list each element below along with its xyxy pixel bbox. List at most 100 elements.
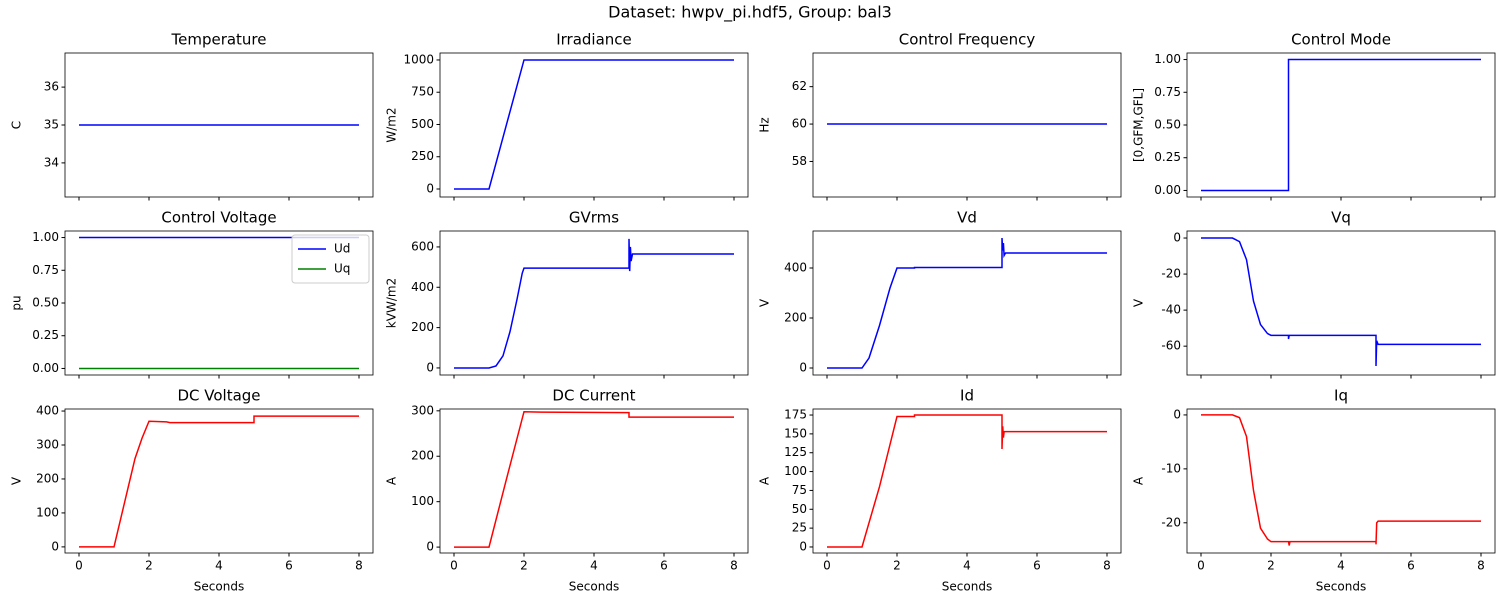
axes-title: Iq [1334,387,1348,405]
axes-frame [812,52,1122,198]
y-axis-label: Hz [758,117,772,132]
y-tick-label: 35 [44,118,59,132]
y-tick-label: 0 [1173,231,1181,245]
y-tick-label: 100 [411,494,434,508]
x-tick-label: 2 [893,559,901,573]
legend-box [291,234,370,284]
axes-title: Temperature [170,31,266,49]
y-tick-label: 750 [411,85,434,99]
y-tick-label: 1000 [403,52,434,66]
y-tick-label: 0.25 [1154,150,1181,164]
y-tick-label: 0 [426,540,434,554]
y-tick-label: 0 [426,360,434,374]
axes-frame [1186,52,1496,198]
y-tick-label: -10 [1161,461,1181,475]
y-tick-label: 250 [411,149,434,163]
x-tick-label: 0 [823,559,831,573]
axes-frame [812,408,1122,554]
x-tick-label: 8 [1477,559,1485,573]
axes-frame [1186,230,1496,376]
y-tick-label: 300 [36,438,59,452]
y-tick-label: 200 [36,471,59,485]
data-line [454,238,734,369]
y-tick-label: 0 [799,539,807,553]
axes-title: Control Voltage [161,209,276,227]
y-tick-label: 500 [411,117,434,131]
y-tick-label: 300 [411,403,434,417]
axes-frame [64,408,374,554]
x-tick-label: 6 [1033,559,1041,573]
axes-title: Vq [1331,209,1351,227]
y-tick-label: 34 [44,155,59,169]
x-axis-label: Seconds [1316,580,1366,594]
x-axis-label: Seconds [569,580,619,594]
y-tick-label: 0.00 [1154,183,1181,197]
y-axis-label: W/m2 [385,107,399,142]
y-axis-label: V [10,476,24,485]
axes-title: Vd [957,209,977,227]
data-line [1201,58,1481,192]
y-tick-label: 175 [784,408,807,422]
x-tick-label: 0 [1197,559,1205,573]
y-axis-label: [0,GFM,GFL] [1132,88,1146,162]
y-tick-label: 1.00 [1154,52,1181,66]
x-tick-label: 8 [1103,559,1111,573]
data-line [454,59,734,190]
y-tick-label: 0.75 [1154,85,1181,99]
data-line [827,237,1107,369]
y-tick-label: 100 [784,464,807,478]
y-tick-label: 0.75 [32,263,59,277]
x-tick-label: 2 [145,559,153,573]
y-tick-label: 60 [792,117,807,131]
data-line [1201,414,1481,546]
y-tick-label: 400 [36,404,59,418]
y-tick-label: 0 [1173,407,1181,421]
data-line [1201,237,1481,367]
y-axis-label: V [758,298,772,307]
legend-label: Uq [334,262,350,276]
y-tick-label: -20 [1161,267,1181,281]
y-tick-label: 0 [51,539,59,553]
axes-frame [439,230,749,376]
x-tick-label: 4 [963,559,971,573]
x-axis-label: Seconds [194,580,244,594]
axes-title: Irradiance [556,31,632,49]
y-tick-label: -60 [1161,339,1181,353]
y-tick-label: 36 [44,80,59,94]
y-axis-label: A [758,476,772,485]
y-tick-label: 25 [792,521,807,535]
y-axis-label: C [10,121,24,129]
x-tick-label: 6 [1407,559,1415,573]
y-axis-label: V [1132,298,1146,307]
data-line [79,415,359,548]
data-line [827,414,1107,548]
axes-frame [1186,408,1496,554]
y-tick-label: 0 [426,182,434,196]
x-tick-label: 8 [355,559,363,573]
y-tick-label: 400 [784,261,807,275]
x-tick-label: 0 [450,559,458,573]
y-tick-label: -20 [1161,515,1181,529]
axes-frame [439,52,749,198]
x-tick-label: 8 [730,559,738,573]
y-tick-label: 150 [784,426,807,440]
x-tick-label: 6 [285,559,293,573]
y-tick-label: 0.50 [32,296,59,310]
x-tick-label: 4 [215,559,223,573]
axes-title: DC Voltage [177,387,260,405]
axes-title: Control Frequency [899,31,1036,49]
y-tick-label: 200 [411,449,434,463]
y-tick-label: 0 [799,361,807,375]
y-tick-label: 200 [411,320,434,334]
y-tick-label: 100 [36,505,59,519]
x-axis-label: Seconds [942,580,992,594]
axes-title: DC Current [552,387,635,405]
axes-frame [64,52,374,198]
x-tick-label: 4 [1337,559,1345,573]
y-tick-label: 0.50 [1154,118,1181,132]
legend-label: Ud [334,242,350,256]
axes-title: Id [960,387,974,405]
figure-title: Dataset: hwpv_pi.hdf5, Group: bal3 [608,3,892,23]
y-tick-label: 200 [784,311,807,325]
